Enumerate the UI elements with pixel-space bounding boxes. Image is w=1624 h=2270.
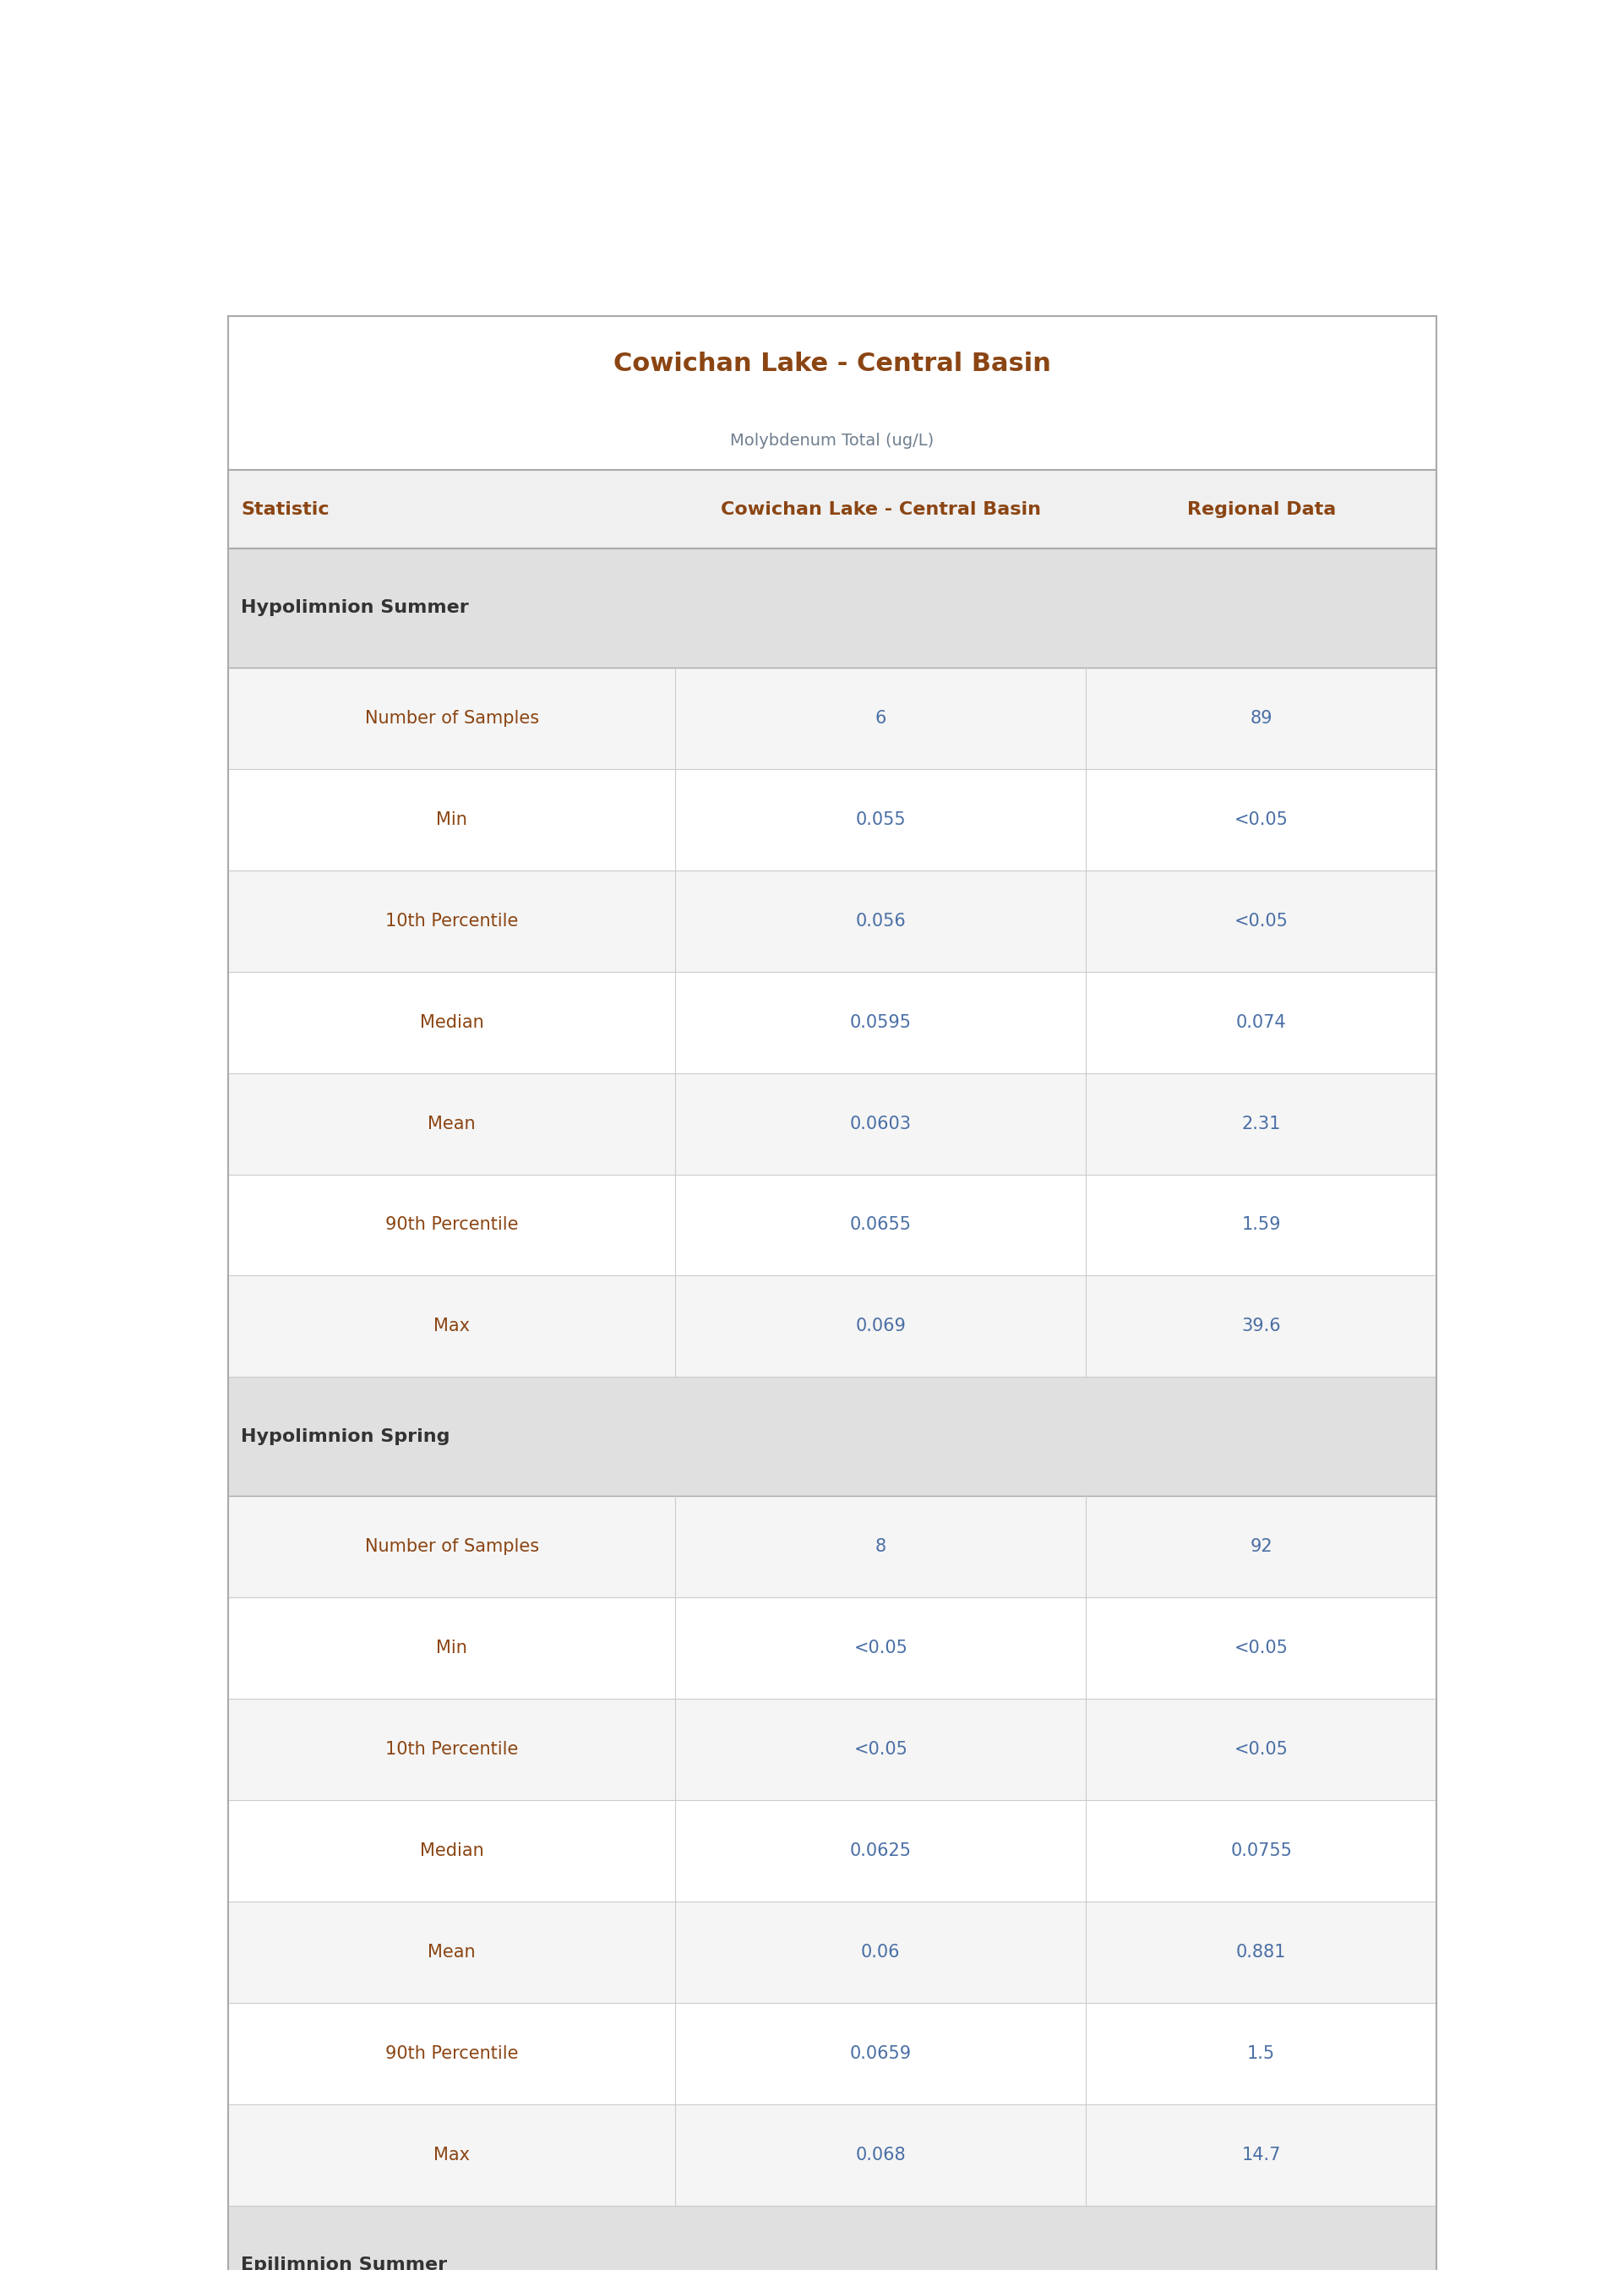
Bar xyxy=(227,972,1436,1074)
Bar xyxy=(227,1174,1436,1276)
Bar xyxy=(227,2002,1436,2104)
Bar xyxy=(227,869,1436,972)
Text: Statistic: Statistic xyxy=(240,502,330,518)
Text: Epilimnion Summer: Epilimnion Summer xyxy=(240,2256,447,2270)
Text: Median: Median xyxy=(419,1015,484,1031)
Text: 6: 6 xyxy=(875,711,887,726)
Text: 0.056: 0.056 xyxy=(856,913,906,928)
Text: Max: Max xyxy=(434,2147,469,2163)
Bar xyxy=(227,470,1436,549)
Text: Molybdenum Total (ug/L): Molybdenum Total (ug/L) xyxy=(731,434,934,449)
Bar xyxy=(227,413,1436,470)
Text: Cowichan Lake - Central Basin: Cowichan Lake - Central Basin xyxy=(721,502,1041,518)
Text: 0.0755: 0.0755 xyxy=(1231,1843,1293,1859)
Bar xyxy=(227,2104,1436,2206)
Bar xyxy=(227,316,1436,413)
Text: 0.0659: 0.0659 xyxy=(849,2045,911,2061)
Text: Mean: Mean xyxy=(427,1115,476,1133)
Text: 0.055: 0.055 xyxy=(856,810,906,829)
Text: Hypolimnion Summer: Hypolimnion Summer xyxy=(240,599,469,617)
Text: Cowichan Lake - Central Basin: Cowichan Lake - Central Basin xyxy=(614,352,1051,377)
Text: 0.069: 0.069 xyxy=(856,1319,906,1335)
Bar xyxy=(227,1496,1436,1598)
Bar xyxy=(227,1698,1436,1800)
Text: 14.7: 14.7 xyxy=(1242,2147,1281,2163)
Text: <0.05: <0.05 xyxy=(854,1741,908,1757)
Text: 39.6: 39.6 xyxy=(1241,1319,1281,1335)
Bar xyxy=(227,549,1436,667)
Text: 0.0603: 0.0603 xyxy=(849,1115,911,1133)
Bar xyxy=(227,2206,1436,2270)
Bar xyxy=(227,667,1436,770)
Text: 1.5: 1.5 xyxy=(1247,2045,1275,2061)
Text: 10th Percentile: 10th Percentile xyxy=(385,913,518,928)
Bar xyxy=(227,770,1436,869)
Text: 90th Percentile: 90th Percentile xyxy=(385,2045,518,2061)
Text: 0.0595: 0.0595 xyxy=(849,1015,911,1031)
Bar xyxy=(227,1598,1436,1698)
Text: 0.881: 0.881 xyxy=(1236,1943,1286,1961)
Bar xyxy=(227,1902,1436,2002)
Text: Hypolimnion Spring: Hypolimnion Spring xyxy=(240,1428,450,1446)
Text: Number of Samples: Number of Samples xyxy=(365,711,539,726)
Bar xyxy=(227,1276,1436,1378)
Text: 2.31: 2.31 xyxy=(1242,1115,1281,1133)
Text: 0.0655: 0.0655 xyxy=(849,1217,911,1233)
Text: Number of Samples: Number of Samples xyxy=(365,1539,539,1555)
Text: 90th Percentile: 90th Percentile xyxy=(385,1217,518,1233)
Text: 1.59: 1.59 xyxy=(1242,1217,1281,1233)
Bar xyxy=(227,1074,1436,1174)
Text: Median: Median xyxy=(419,1843,484,1859)
Text: Min: Min xyxy=(437,1639,468,1657)
Text: <0.05: <0.05 xyxy=(1234,1741,1288,1757)
Text: <0.05: <0.05 xyxy=(854,1639,908,1657)
Text: <0.05: <0.05 xyxy=(1234,810,1288,829)
Text: <0.05: <0.05 xyxy=(1234,913,1288,928)
Text: Regional Data: Regional Data xyxy=(1187,502,1335,518)
Text: 0.0625: 0.0625 xyxy=(849,1843,911,1859)
Text: <0.05: <0.05 xyxy=(1234,1639,1288,1657)
Text: Max: Max xyxy=(434,1319,469,1335)
Text: 10th Percentile: 10th Percentile xyxy=(385,1741,518,1757)
Text: 0.074: 0.074 xyxy=(1236,1015,1286,1031)
Text: 0.068: 0.068 xyxy=(856,2147,906,2163)
Text: Mean: Mean xyxy=(427,1943,476,1961)
Bar xyxy=(227,1800,1436,1902)
Text: Min: Min xyxy=(437,810,468,829)
Text: 92: 92 xyxy=(1250,1539,1273,1555)
Text: 8: 8 xyxy=(875,1539,887,1555)
Text: 89: 89 xyxy=(1250,711,1273,726)
Text: 0.06: 0.06 xyxy=(861,1943,900,1961)
Bar xyxy=(227,1378,1436,1496)
